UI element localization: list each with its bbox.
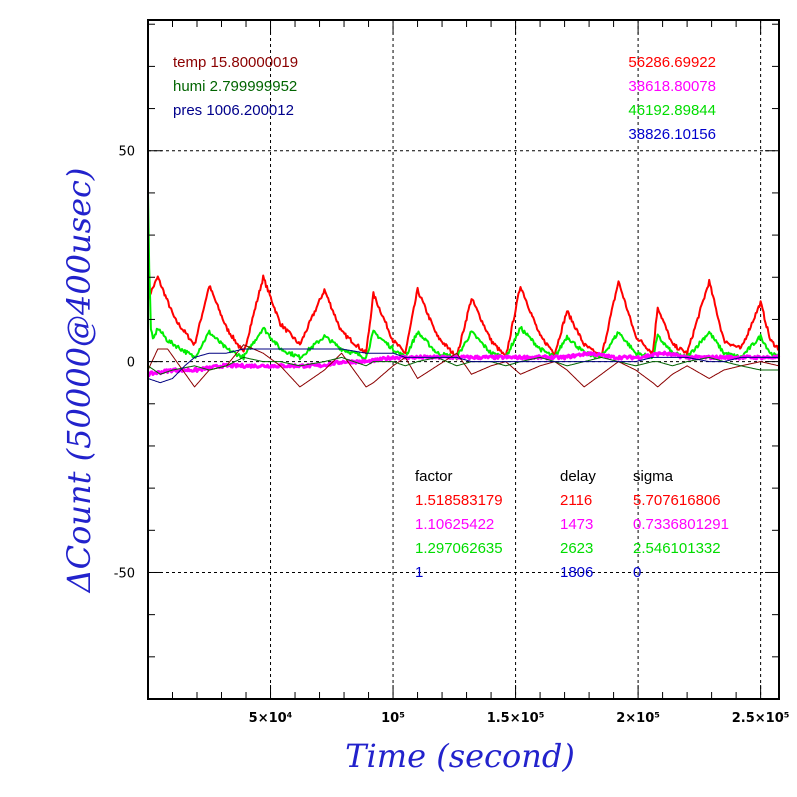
y-tick-label: 0	[127, 356, 135, 371]
x-tick-label: 10⁵	[381, 711, 405, 726]
x-tick-label: 2.5×10⁵	[732, 711, 790, 726]
table-cell-delay: 1806	[560, 564, 593, 581]
y-axis-title: ΔCount (50000@400usec)	[60, 168, 98, 595]
series-lines	[146, 193, 781, 388]
environment-annotations: temp 15.80000019 humi 2.799999952 pres 100…	[173, 54, 298, 119]
x-tick-label: 1.5×10⁵	[487, 711, 545, 726]
table-header-delay: delay	[560, 468, 596, 485]
table-cell-sigma: 0	[633, 564, 641, 581]
environment-label: humi 2.799999952	[173, 78, 297, 95]
x-tick-label: 5×10⁴	[249, 711, 293, 726]
table-cell-delay: 2116	[560, 492, 592, 509]
y-tick-label: 50	[118, 145, 135, 160]
x-axis-title: Time (second)	[345, 737, 575, 775]
grid-lines	[148, 20, 779, 699]
series-line-5	[147, 348, 779, 384]
table-cell-sigma: 5.707616806	[633, 492, 721, 509]
series-line-2	[146, 350, 781, 378]
series-line-0	[147, 274, 780, 361]
total-value: 56286.69922	[628, 54, 716, 71]
y-tick-label: -50	[114, 566, 135, 581]
total-value: 38826.10156	[628, 126, 716, 143]
table-cell-sigma: 2.546101332	[633, 540, 721, 557]
table-header-factor: factor	[415, 468, 453, 485]
table-cell-delay: 2623	[560, 540, 593, 557]
total-value: 46192.89844	[628, 102, 716, 119]
series-line-1	[147, 193, 780, 361]
factor-table: factor delay sigma 1.518583179 2116 5.7076168…	[415, 468, 729, 581]
x-tick-label: 2×10⁵	[616, 711, 660, 726]
table-cell-factor: 1.297062635	[415, 540, 503, 557]
plot-frame	[147, 19, 780, 700]
environment-label: pres 1006.200012	[173, 102, 294, 119]
axis-ticks	[148, 20, 779, 699]
table-cell-sigma: 0.7336801291	[633, 516, 729, 533]
x-tick-labels: 5×10⁴ 10⁵ 1.5×10⁵ 2×10⁵ 2.5×10⁵	[249, 711, 790, 726]
y-tick-labels: 50 0 -50	[114, 145, 135, 582]
table-cell-factor: 1	[415, 564, 423, 581]
series-line-4	[147, 356, 779, 375]
table-cell-delay: 1473	[560, 516, 593, 533]
environment-label: temp 15.80000019	[173, 54, 298, 71]
totals-annotations: 56286.69922 38618.80078 46192.89844 38826.1…	[628, 54, 716, 143]
table-header-sigma: sigma	[633, 468, 674, 485]
table-cell-factor: 1.518583179	[415, 492, 503, 509]
table-cell-factor: 1.10625422	[415, 516, 494, 533]
total-value: 38618.80078	[628, 78, 716, 95]
